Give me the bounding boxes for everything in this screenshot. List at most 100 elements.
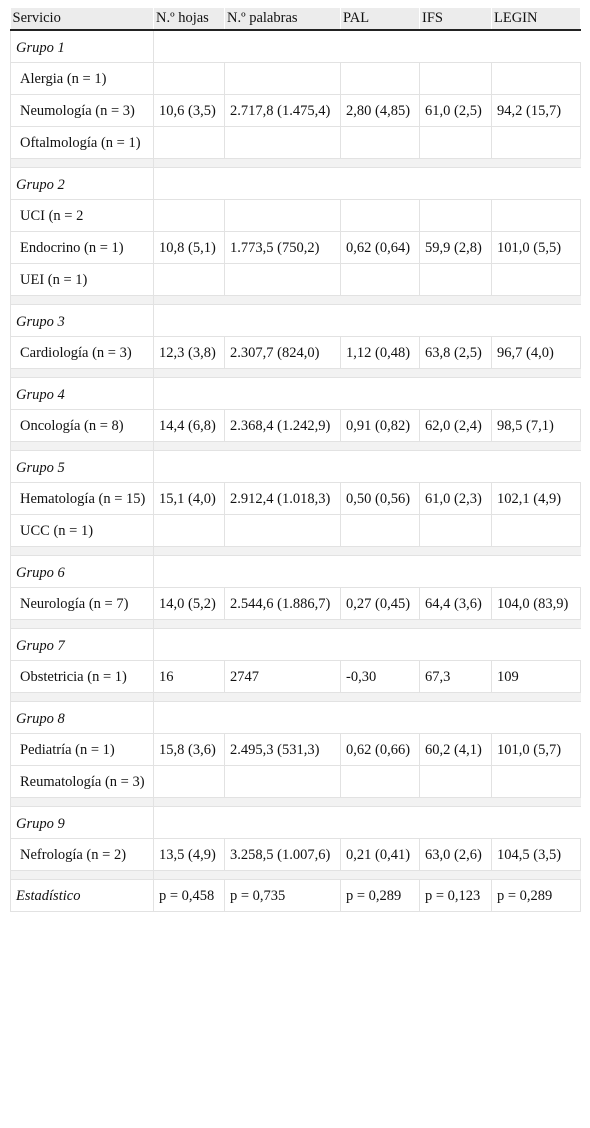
value-cell (419, 765, 492, 798)
table-row: Endocrino (n = 1) 10,8 (5,1) 1.773,5 (750,… (10, 231, 581, 264)
group-title-empty-cell (340, 701, 420, 734)
value-cell: 2.912,4 (1.018,3) (224, 482, 341, 515)
value-cell: 1.773,5 (750,2) (224, 231, 341, 264)
value-cell: -0,30 (340, 660, 420, 693)
table-row: Hematología (n = 15) 15,1 (4,0) 2.912,4 (1… (10, 482, 581, 515)
group-header-row: Grupo 5 (10, 450, 581, 483)
group-title-empty-cell (419, 555, 492, 588)
header-palabras: N.º palabras (224, 8, 341, 31)
value-cell (153, 765, 225, 798)
group-title: Grupo 3 (10, 304, 154, 337)
service-cell: Endocrino (n = 1) (10, 231, 154, 264)
value-cell (224, 126, 341, 159)
group-title-empty-cell (224, 30, 341, 63)
group-title-empty-cell (491, 555, 581, 588)
value-cell: 61,0 (2,3) (419, 482, 492, 515)
group-title-empty-cell (491, 628, 581, 661)
service-cell: Oncología (n = 8) (10, 409, 154, 442)
group-title-empty-cell (224, 304, 341, 337)
value-cell (153, 126, 225, 159)
value-cell (340, 263, 420, 296)
group-title-empty-cell (153, 167, 225, 200)
group-title: Grupo 5 (10, 450, 154, 483)
value-cell: 109 (491, 660, 581, 693)
header-hojas: N.º hojas (153, 8, 225, 31)
value-cell: 63,0 (2,6) (419, 838, 492, 871)
value-cell: 10,8 (5,1) (153, 231, 225, 264)
table-row: Obstetricia (n = 1) 16 2747 -0,30 67,3 109 (10, 660, 581, 693)
service-cell: Neurología (n = 7) (10, 587, 154, 620)
value-cell: 14,0 (5,2) (153, 587, 225, 620)
group-divider (10, 692, 581, 702)
value-cell: 1,12 (0,48) (340, 336, 420, 369)
value-cell: 0,21 (0,41) (340, 838, 420, 871)
service-cell: UEI (n = 1) (10, 263, 154, 296)
value-cell (419, 514, 492, 547)
group-title-empty-cell (340, 304, 420, 337)
group-title-empty-cell (340, 450, 420, 483)
value-cell (340, 199, 420, 232)
group-divider (10, 368, 581, 378)
value-cell (153, 263, 225, 296)
service-cell: Alergia (n = 1) (10, 62, 154, 95)
group-header-row: Grupo 4 (10, 377, 581, 410)
service-cell: Oftalmología (n = 1) (10, 126, 154, 159)
value-cell: 96,7 (4,0) (491, 336, 581, 369)
p-value-cell: p = 0,458 (153, 879, 225, 912)
value-cell (340, 765, 420, 798)
group-title-empty-cell (491, 806, 581, 839)
value-cell: 15,8 (3,6) (153, 733, 225, 766)
value-cell: 0,27 (0,45) (340, 587, 420, 620)
group-divider (10, 546, 581, 556)
table-row: UCC (n = 1) (10, 514, 581, 547)
value-cell: 10,6 (3,5) (153, 94, 225, 127)
service-cell: UCI (n = 2 (10, 199, 154, 232)
value-cell: 62,0 (2,4) (419, 409, 492, 442)
group-title-empty-cell (224, 806, 341, 839)
value-cell (491, 765, 581, 798)
value-cell: 2.544,6 (1.886,7) (224, 587, 341, 620)
service-cell: Cardiología (n = 3) (10, 336, 154, 369)
value-cell (340, 62, 420, 95)
group-title-empty-cell (153, 628, 225, 661)
value-cell: 2.368,4 (1.242,9) (224, 409, 341, 442)
value-cell: 2,80 (4,85) (340, 94, 420, 127)
service-cell: Reumatología (n = 3) (10, 765, 154, 798)
group-divider (10, 797, 581, 807)
table-body: Grupo 1 Alergia (n = 1) Neumología (n = 3)… (10, 30, 581, 912)
group-title-empty-cell (153, 304, 225, 337)
value-cell (419, 263, 492, 296)
group-title-empty-cell (224, 167, 341, 200)
table-row: Oncología (n = 8) 14,4 (6,8) 2.368,4 (1.24… (10, 409, 581, 442)
table-row: Neumología (n = 3) 10,6 (3,5) 2.717,8 (1.4… (10, 94, 581, 127)
group-title-empty-cell (340, 30, 420, 63)
header-pal: PAL (340, 8, 420, 31)
value-cell: 15,1 (4,0) (153, 482, 225, 515)
statistic-row: Estadístico p = 0,458 p = 0,735 p = 0,289 p … (10, 879, 581, 912)
table-row: Neurología (n = 7) 14,0 (5,2) 2.544,6 (1.8… (10, 587, 581, 620)
value-cell: 2747 (224, 660, 341, 693)
value-cell: 60,2 (4,1) (419, 733, 492, 766)
group-title: Grupo 1 (10, 30, 154, 63)
group-title-empty-cell (224, 450, 341, 483)
value-cell: 0,62 (0,64) (340, 231, 420, 264)
value-cell (224, 765, 341, 798)
value-cell (491, 263, 581, 296)
service-cell: Obstetricia (n = 1) (10, 660, 154, 693)
group-title-empty-cell (153, 377, 225, 410)
value-cell (340, 514, 420, 547)
group-title-empty-cell (419, 628, 492, 661)
group-divider (10, 295, 581, 305)
group-header-row: Grupo 3 (10, 304, 581, 337)
group-title-empty-cell (491, 377, 581, 410)
value-cell (224, 263, 341, 296)
header-row: Servicio N.º hojas N.º palabras PAL IFS … (10, 8, 581, 31)
value-cell: 3.258,5 (1.007,6) (224, 838, 341, 871)
group-title-empty-cell (491, 450, 581, 483)
group-title-empty-cell (491, 701, 581, 734)
value-cell (224, 199, 341, 232)
value-cell: 64,4 (3,6) (419, 587, 492, 620)
group-title-empty-cell (153, 450, 225, 483)
statistic-label: Estadístico (10, 879, 154, 912)
group-header-row: Grupo 1 (10, 30, 581, 63)
